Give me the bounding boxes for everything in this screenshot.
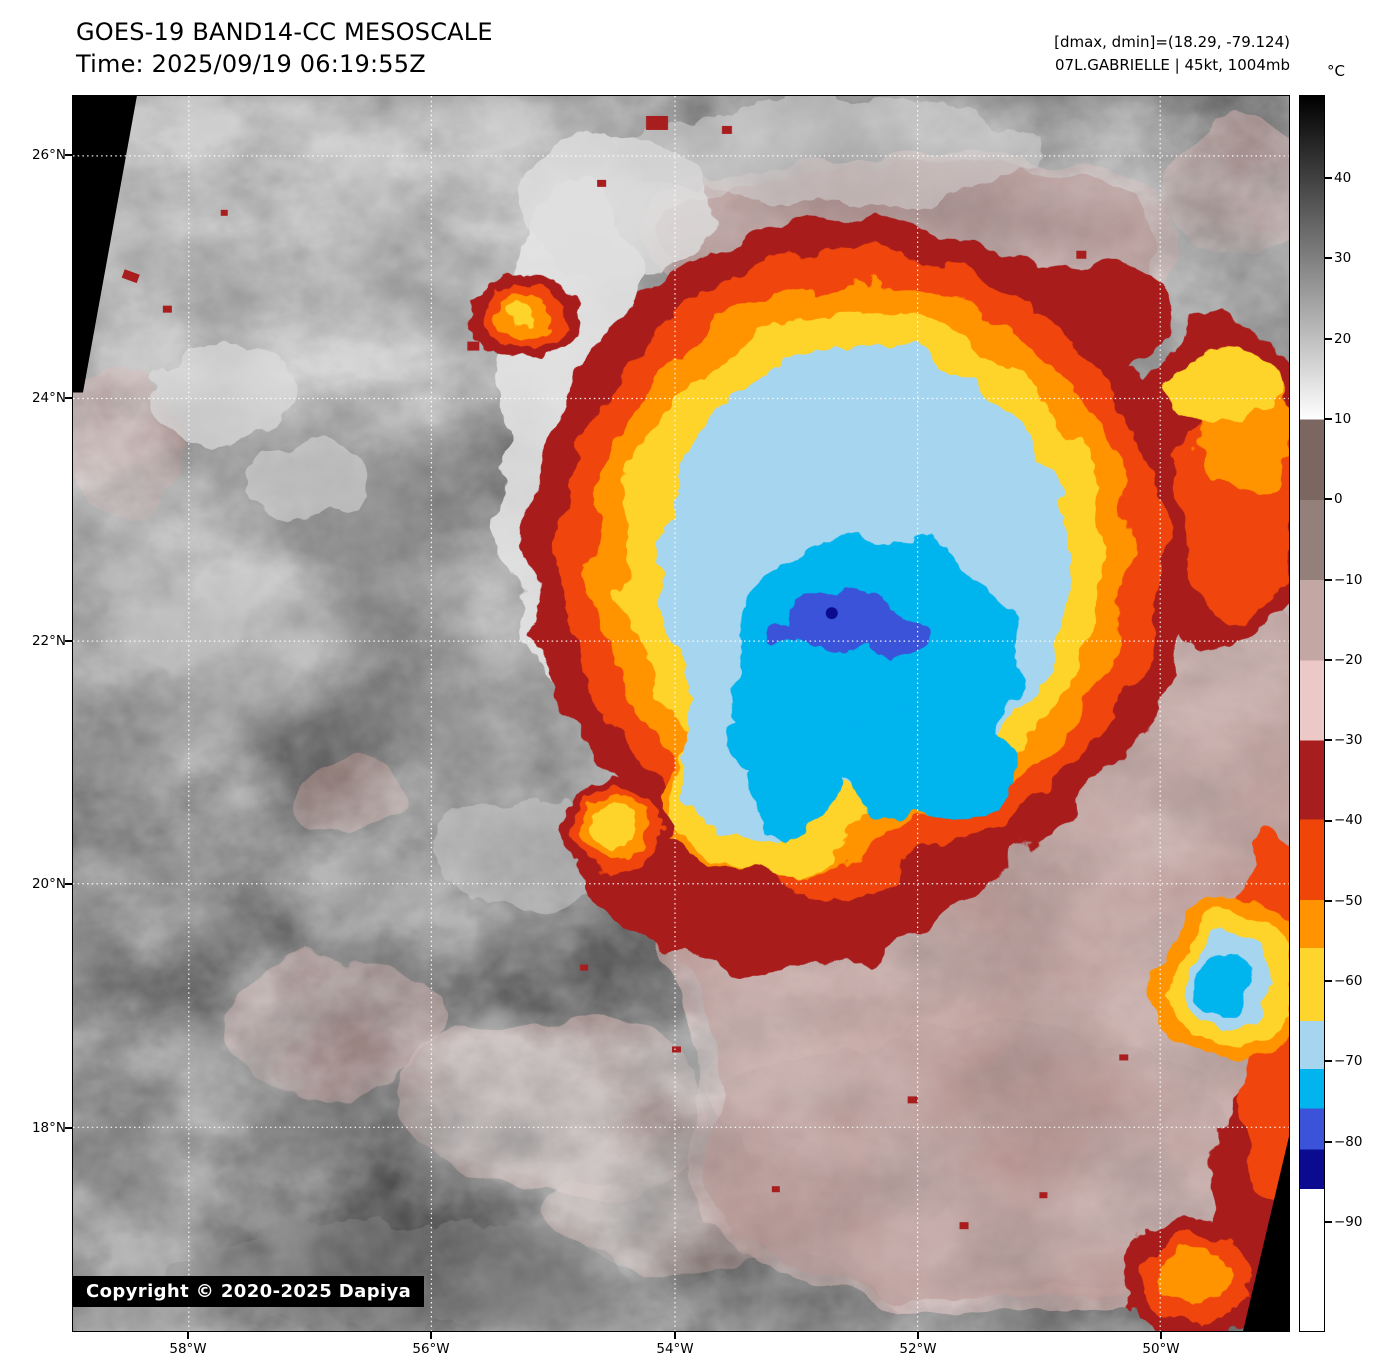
lat-label: 22°N [31, 633, 66, 649]
range-annotation: [dmax, dmin]=(18.29, -79.124) [1054, 33, 1290, 51]
colorbar-tick-label: −30 [1334, 732, 1363, 748]
colorbar-tick-label: −80 [1334, 1134, 1363, 1150]
colorbar [1299, 95, 1325, 1332]
lat-tick-mark [65, 397, 72, 399]
colorbar-tick-mark [1325, 257, 1332, 259]
colorbar-tick-mark [1325, 338, 1332, 340]
lon-tick-mark [674, 1332, 676, 1339]
storm-annotation: 07L.GABRIELLE | 45kt, 1004mb [1055, 56, 1290, 74]
page-title: GOES-19 BAND14-CC MESOSCALE [76, 18, 493, 46]
colorbar-tick-mark [1325, 1060, 1332, 1062]
coldest-pixel [825, 607, 838, 620]
peripheral-cold-spots [468, 275, 1271, 1331]
colorbar-tick-label: 30 [1334, 250, 1352, 266]
coldest-tops-blue [759, 589, 932, 657]
colorbar-tick-mark [1325, 980, 1332, 982]
lon-label: 52°W [899, 1341, 937, 1357]
satellite-scene [73, 96, 1289, 1331]
colorbar-tick-label: −70 [1334, 1053, 1363, 1069]
lat-tick-mark [65, 883, 72, 885]
lon-tick-mark [917, 1332, 919, 1339]
colorbar-tick-label: −60 [1334, 973, 1363, 989]
lat-label: 24°N [31, 390, 66, 406]
colorbar-tick-mark [1325, 900, 1332, 902]
storm-enhancement [528, 218, 1289, 1270]
scan-edge [73, 96, 1289, 1331]
lon-label: 50°W [1142, 1341, 1180, 1357]
lon-label: 54°W [656, 1341, 694, 1357]
colorbar-tick-mark [1325, 498, 1332, 500]
colorbar-tick-mark [1325, 1221, 1332, 1223]
lon-tick-mark [1160, 1332, 1162, 1339]
colorbar-tick-mark [1325, 579, 1332, 581]
graticule [73, 96, 1289, 1331]
colorbar-tick-label: 10 [1334, 411, 1352, 427]
lon-label: 58°W [169, 1341, 207, 1357]
colorbar-tick-label: −40 [1334, 812, 1363, 828]
lat-label: 20°N [31, 876, 66, 892]
colorbar-tick-label: −50 [1334, 893, 1363, 909]
lat-tick-mark [65, 154, 72, 156]
colorbar-tick-mark [1325, 820, 1332, 822]
colorbar-tick-mark [1325, 177, 1332, 179]
colorbar-tick-mark [1325, 418, 1332, 420]
lon-tick-mark [187, 1332, 189, 1339]
lon-tick-mark [430, 1332, 432, 1339]
satellite-map-panel: Copyright © 2020-2025 Dapiya [72, 95, 1290, 1332]
lat-tick-mark [65, 640, 72, 642]
colorbar-tick-label: 20 [1334, 331, 1352, 347]
colorbar-tick-mark [1325, 659, 1332, 661]
header-info-block: [dmax, dmin]=(18.29, -79.124) 07L.GABRIE… [1054, 31, 1290, 77]
colorbar-tick-mark [1325, 1141, 1332, 1143]
figure-title-block: GOES-19 BAND14-CC MESOSCALE Time: 2025/0… [76, 16, 493, 80]
colorbar-tick-label: 40 [1334, 170, 1352, 186]
copyright-badge: Copyright © 2020-2025 Dapiya [73, 1276, 425, 1307]
lat-tick-mark [65, 1127, 72, 1129]
colorbar-unit: °C [1327, 62, 1345, 80]
timestamp-line: Time: 2025/09/19 06:19:55Z [76, 50, 426, 78]
colorbar-tick-label: −90 [1334, 1214, 1363, 1230]
cdo-cyan [725, 538, 1252, 1015]
colorbar-tick-label: −20 [1334, 652, 1363, 668]
lon-label: 56°W [412, 1341, 450, 1357]
cold-pixel-speckles [121, 115, 1129, 1230]
lat-label: 18°N [31, 1120, 66, 1136]
colorbar-tick-mark [1325, 739, 1332, 741]
colorbar-tick-label: −10 [1334, 572, 1363, 588]
colorbar-tick-label: 0 [1334, 491, 1343, 507]
lat-label: 26°N [31, 147, 66, 163]
